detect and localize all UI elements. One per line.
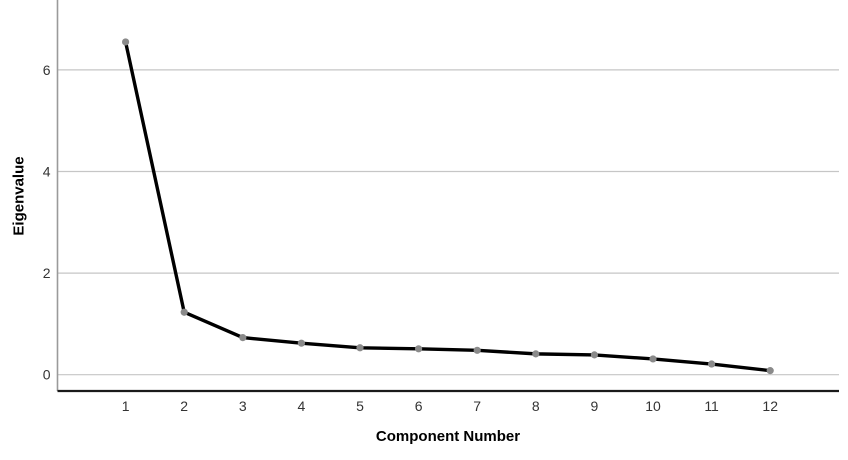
data-point <box>590 351 599 359</box>
x-tick-label: 10 <box>645 398 661 414</box>
x-tick-label: 9 <box>591 398 599 414</box>
data-point <box>473 346 481 354</box>
data-point <box>239 334 247 342</box>
x-tick-label: 3 <box>239 398 247 414</box>
data-point <box>532 350 540 358</box>
x-axis-title: Component Number <box>375 428 521 445</box>
x-tick-label: 11 <box>704 398 719 414</box>
data-point <box>649 355 657 363</box>
x-tick-label: 5 <box>356 398 364 414</box>
data-point <box>122 38 130 46</box>
y-tick-label: 0 <box>43 367 51 383</box>
x-tick-label: 8 <box>532 398 540 414</box>
x-tick-label: 12 <box>762 398 778 414</box>
x-tick-label: 2 <box>180 398 188 414</box>
series-line <box>123 40 772 373</box>
data-point <box>415 345 423 353</box>
y-tick-label: 6 <box>43 62 51 78</box>
x-tick-label: 7 <box>473 398 481 414</box>
data-point <box>297 339 305 347</box>
data-point <box>180 308 188 316</box>
y-axis-title: Eigenvalue <box>10 156 28 236</box>
x-tick-label: 1 <box>122 398 130 414</box>
y-tick-label: 4 <box>43 164 51 180</box>
data-point <box>356 344 364 352</box>
data-point <box>708 360 716 368</box>
x-tick-label: 4 <box>298 398 306 414</box>
y-tick-label: 2 <box>43 265 51 281</box>
data-point <box>766 367 774 375</box>
x-tick-label: 6 <box>415 398 423 414</box>
